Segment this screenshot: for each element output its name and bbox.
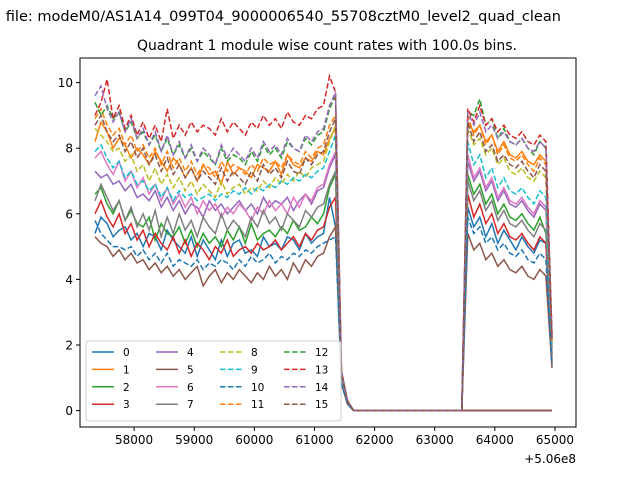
y-tick-label-10: 10 <box>58 76 73 90</box>
x-tick-label-62000: 62000 <box>356 433 394 447</box>
legend-label-14: 14 <box>315 382 329 394</box>
x-tick-label-64000: 64000 <box>476 433 514 447</box>
legend-label-13: 13 <box>315 364 328 376</box>
y-tick-label-0: 0 <box>65 404 73 418</box>
axes-frame <box>79 57 577 428</box>
series-line-14 <box>94 84 553 412</box>
legend-label-5: 5 <box>187 364 194 376</box>
x-tick-label-65000: 65000 <box>536 433 574 447</box>
legend-label-0: 0 <box>123 347 130 359</box>
x-tick-label-59000: 59000 <box>175 433 213 447</box>
legend-label-9: 9 <box>251 364 258 376</box>
legend-label-11: 11 <box>251 399 264 411</box>
legend-label-8: 8 <box>251 347 258 359</box>
legend-label-15: 15 <box>315 399 328 411</box>
legend-label-12: 12 <box>315 347 328 359</box>
figure-suptitle: n file: modeM0/AS1A14_099T04_9000006540_… <box>0 9 561 25</box>
x-tick-label-60000: 60000 <box>235 433 273 447</box>
legend-box <box>85 340 342 422</box>
x-tick-label-61000: 61000 <box>295 433 333 447</box>
plot-area: 58000 59000 60000 61000 62000 63000 64000 65000… <box>58 57 577 466</box>
legend-label-4: 4 <box>187 347 194 359</box>
legend-label-1: 1 <box>123 364 130 376</box>
y-tick-label-4: 4 <box>65 273 73 287</box>
x-tick-label-63000: 63000 <box>416 433 454 447</box>
legend-label-2: 2 <box>123 382 130 394</box>
legend-label-7: 7 <box>187 399 194 411</box>
legend-label-10: 10 <box>251 382 264 394</box>
legend-label-6: 6 <box>187 382 194 394</box>
chart-title: Quadrant 1 module wise count rates with … <box>137 38 517 54</box>
y-tick-label-6: 6 <box>65 207 73 221</box>
x-offset-label: +5.06e8 <box>524 452 576 466</box>
x-tick-label-58000: 58000 <box>115 433 153 447</box>
legend-label-3: 3 <box>123 399 130 411</box>
y-tick-label-2: 2 <box>65 339 73 353</box>
y-tick-label-8: 8 <box>65 142 73 156</box>
